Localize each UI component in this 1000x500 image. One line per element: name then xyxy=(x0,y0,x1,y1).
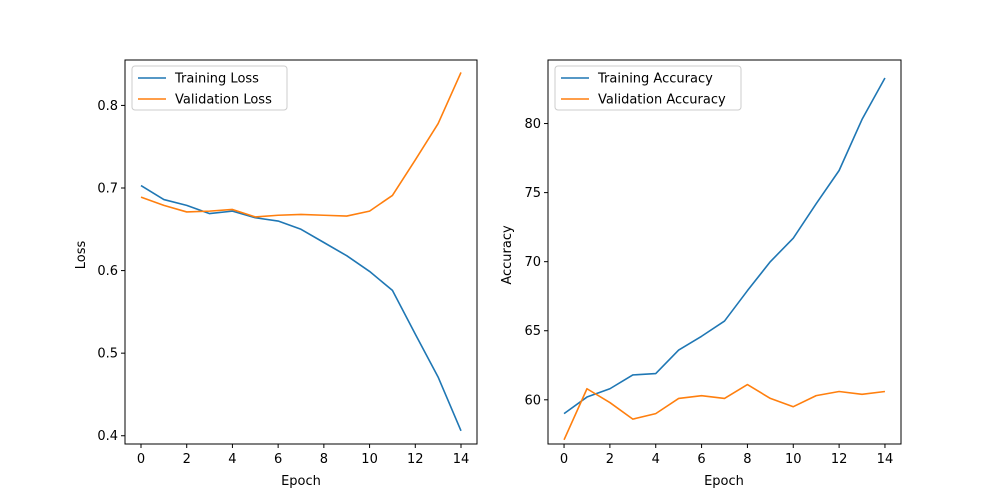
loss-y-ticks: 0.4 0.5 0.6 0.7 0.8 xyxy=(97,99,125,444)
loss-y-tick-label: 0.8 xyxy=(97,99,118,114)
accuracy-x-tick-label: 0 xyxy=(560,452,568,467)
accuracy-legend-frame xyxy=(554,65,742,111)
accuracy-y-tick-label: 60 xyxy=(524,393,541,408)
accuracy-series-lines xyxy=(563,77,886,441)
loss-x-tick-label: 4 xyxy=(228,452,236,467)
accuracy-y-tick-label: 70 xyxy=(524,255,541,270)
loss-y-tick-label: 0.6 xyxy=(97,264,118,279)
accuracy-x-axis-label: Epoch xyxy=(704,474,744,489)
accuracy-x-tick-label: 8 xyxy=(743,452,751,467)
accuracy-y-tick-label: 65 xyxy=(524,324,541,339)
accuracy-series-line-training-accuracy xyxy=(563,77,886,415)
accuracy-y-ticks: 60 65 70 75 80 xyxy=(524,117,548,408)
loss-legend-frame xyxy=(131,65,288,111)
loss-y-tick-label: 0.7 xyxy=(97,182,118,197)
loss-x-ticks: 0 2 4 6 8 10 12 14 xyxy=(137,444,469,467)
loss-x-tick-label: 8 xyxy=(320,452,328,467)
loss-x-tick-label: 14 xyxy=(453,452,470,467)
accuracy-x-tick-label: 6 xyxy=(697,452,705,467)
accuracy-legend-label: Validation Accuracy xyxy=(598,93,726,108)
loss-axes-frame xyxy=(124,59,478,445)
loss-x-tick-label: 0 xyxy=(137,452,145,467)
accuracy-legend: Training Accuracy Validation Accuracy xyxy=(554,65,742,111)
accuracy-y-tick-label: 80 xyxy=(524,117,541,132)
accuracy-x-ticks: 0 2 4 6 8 10 12 14 xyxy=(560,444,893,467)
accuracy-x-tick-label: 4 xyxy=(652,452,660,467)
loss-x-tick-label: 12 xyxy=(407,452,424,467)
loss-legend: Training Loss Validation Loss xyxy=(131,65,288,111)
accuracy-x-tick-label: 10 xyxy=(785,452,802,467)
loss-series-lines xyxy=(140,72,462,432)
loss-series-line-training-loss xyxy=(140,184,462,432)
accuracy-x-tick-label: 12 xyxy=(831,452,848,467)
accuracy-chart: 0 2 4 6 8 10 12 14 60 65 70 75 80 Epoch Accuracy Tr… xyxy=(500,59,902,489)
loss-series-line-validation-loss xyxy=(140,72,462,218)
accuracy-y-axis-label: Accuracy xyxy=(500,225,515,285)
accuracy-legend-label: Training Accuracy xyxy=(597,72,713,87)
loss-x-tick-label: 10 xyxy=(361,452,378,467)
loss-legend-label: Training Loss xyxy=(174,72,259,87)
loss-x-axis-label: Epoch xyxy=(281,474,321,489)
loss-y-tick-label: 0.5 xyxy=(97,347,118,362)
accuracy-x-tick-label: 14 xyxy=(877,452,894,467)
accuracy-x-tick-label: 2 xyxy=(606,452,614,467)
loss-y-axis-label: Loss xyxy=(74,241,89,270)
loss-x-tick-label: 6 xyxy=(274,452,282,467)
accuracy-series-line-validation-accuracy xyxy=(563,383,886,441)
accuracy-y-tick-label: 75 xyxy=(524,186,541,201)
loss-chart: 0 2 4 6 8 10 12 14 0.4 0.5 0.6 0.7 0.8 Epoch Loss T… xyxy=(74,59,478,489)
loss-x-tick-label: 2 xyxy=(183,452,191,467)
accuracy-axes-frame xyxy=(547,59,902,445)
loss-legend-label: Validation Loss xyxy=(175,93,272,108)
loss-y-tick-label: 0.4 xyxy=(97,429,118,444)
